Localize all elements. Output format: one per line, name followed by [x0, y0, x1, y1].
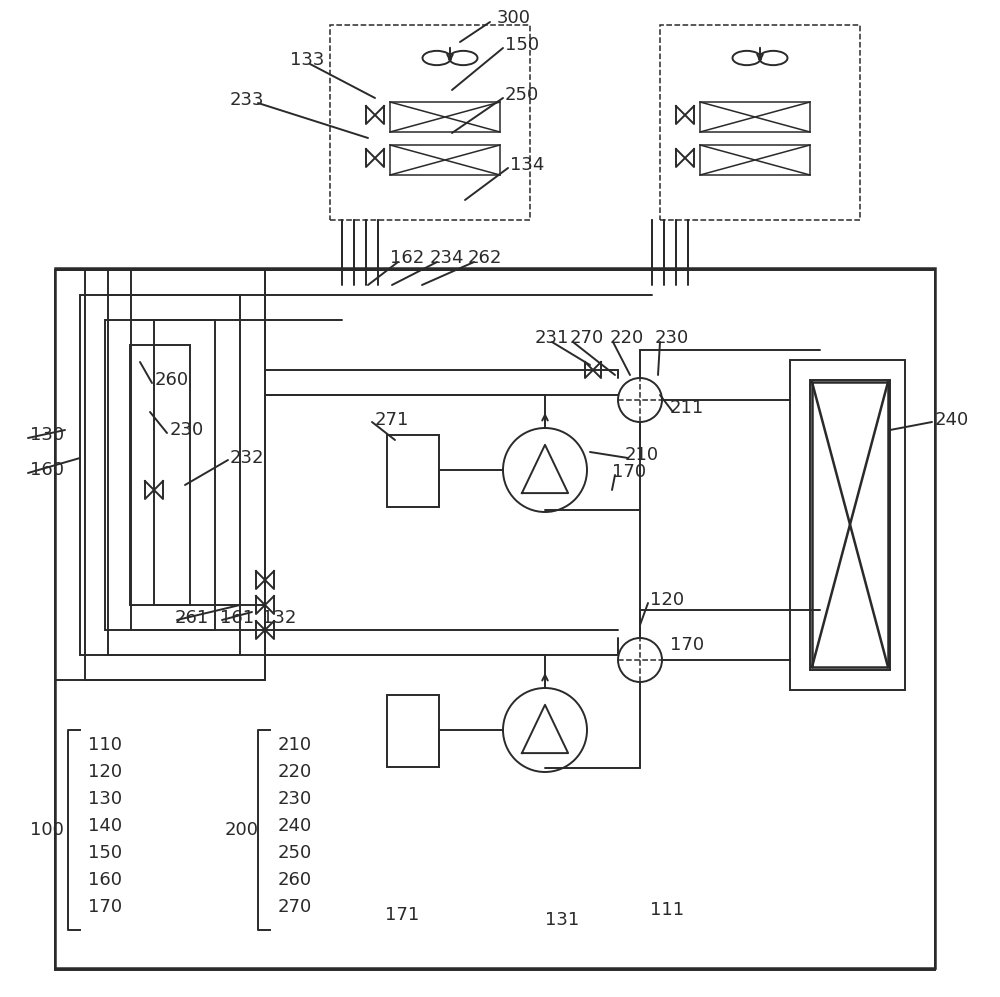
Text: 131: 131	[545, 911, 579, 929]
Text: 260: 260	[278, 871, 312, 889]
Text: 161: 161	[220, 609, 254, 627]
Text: 230: 230	[655, 329, 689, 347]
Bar	[55, 270, 935, 970]
Bar	[130, 345, 190, 605]
Bar	[387, 695, 439, 767]
Text: 233: 233	[230, 91, 264, 109]
Bar	[812, 382, 888, 667]
Text: 170: 170	[612, 463, 646, 481]
Text: 130: 130	[88, 790, 122, 808]
Bar	[105, 320, 215, 630]
Text: 240: 240	[935, 411, 969, 429]
Text: 110: 110	[88, 736, 122, 754]
Bar	[390, 102, 500, 132]
Text: 120: 120	[650, 591, 684, 609]
Text: 100: 100	[30, 821, 64, 839]
Text: 261: 261	[175, 609, 209, 627]
Text: 300: 300	[497, 9, 531, 27]
Text: 230: 230	[170, 421, 204, 439]
Text: 271: 271	[375, 411, 409, 429]
Bar	[55, 268, 935, 968]
Text: 111: 111	[650, 901, 684, 919]
Text: 220: 220	[610, 329, 644, 347]
Text: 130: 130	[30, 426, 64, 444]
Bar	[810, 380, 890, 670]
Text: 150: 150	[88, 844, 122, 862]
Text: 211: 211	[670, 399, 704, 417]
Bar	[387, 435, 439, 507]
Text: 120: 120	[88, 763, 122, 781]
Bar	[660, 25, 860, 220]
Text: 150: 150	[505, 36, 539, 54]
Text: 160: 160	[88, 871, 122, 889]
Text: 210: 210	[625, 446, 659, 464]
Bar	[55, 270, 265, 680]
Text: 132: 132	[262, 609, 296, 627]
Bar	[80, 295, 240, 655]
Bar	[790, 360, 905, 690]
Text: 234: 234	[430, 249, 464, 267]
Text: 262: 262	[468, 249, 502, 267]
Text: 200: 200	[225, 821, 259, 839]
Text: 260: 260	[155, 371, 189, 389]
Bar	[390, 145, 500, 175]
Bar	[700, 145, 810, 175]
Text: 134: 134	[510, 156, 544, 174]
Text: 240: 240	[278, 817, 312, 835]
Text: 270: 270	[278, 898, 312, 916]
Text: 170: 170	[88, 898, 122, 916]
Text: 170: 170	[670, 636, 704, 654]
Text: 133: 133	[290, 51, 324, 69]
Text: 162: 162	[390, 249, 424, 267]
Text: 250: 250	[505, 86, 539, 104]
Text: 250: 250	[278, 844, 312, 862]
Text: 160: 160	[30, 461, 64, 479]
Text: 231: 231	[535, 329, 569, 347]
Bar	[330, 25, 530, 220]
Text: 140: 140	[88, 817, 122, 835]
Text: 171: 171	[385, 906, 419, 924]
Text: 232: 232	[230, 449, 264, 467]
Text: 270: 270	[570, 329, 604, 347]
Text: 210: 210	[278, 736, 312, 754]
Text: 220: 220	[278, 763, 312, 781]
Text: 230: 230	[278, 790, 312, 808]
Bar	[700, 102, 810, 132]
